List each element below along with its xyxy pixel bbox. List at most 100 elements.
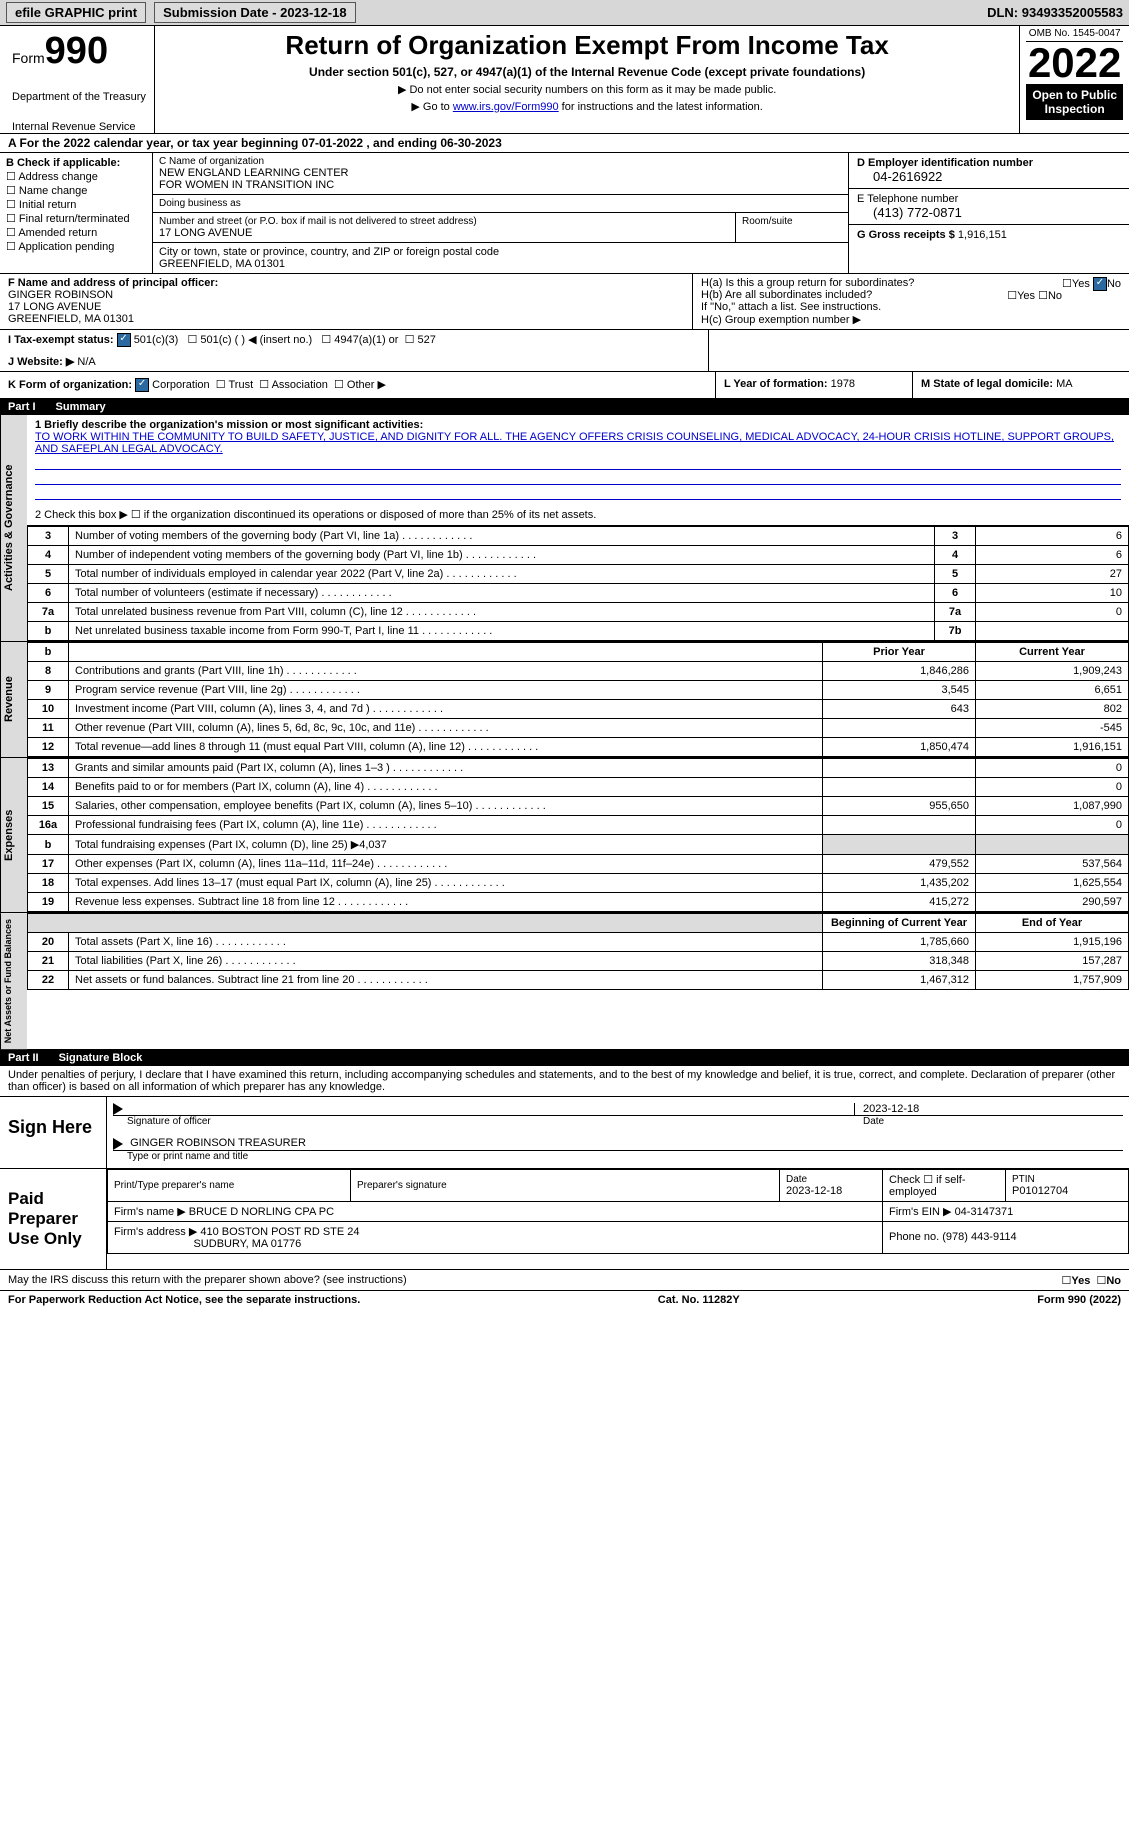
- firm-phone-label: Phone no.: [889, 1231, 939, 1243]
- efile-print-button[interactable]: efile GRAPHIC print: [6, 2, 146, 23]
- form-header: Form990 Department of the Treasury Inter…: [0, 26, 1129, 134]
- topbar: efile GRAPHIC print Submission Date - 20…: [0, 0, 1129, 26]
- officer-name: GINGER ROBINSON: [8, 289, 684, 301]
- chk-initial-return[interactable]: Initial return: [19, 199, 76, 211]
- gross-label: G Gross receipts $: [857, 229, 955, 241]
- firm-ein: 04-3147371: [955, 1206, 1014, 1218]
- sig-name-label: Type or print name and title: [113, 1151, 1123, 1162]
- revenue-table: b Prior Year Current Year 8Contributions…: [27, 642, 1129, 757]
- sig-printed-name: GINGER ROBINSON TREASURER: [130, 1137, 306, 1149]
- open-public-1: Open to Public: [1032, 88, 1117, 102]
- firm-ein-label: Firm's EIN ▶: [889, 1206, 952, 1218]
- netassets-table: Beginning of Current Year End of Year 20…: [27, 913, 1129, 990]
- chk-address-change[interactable]: Address change: [18, 171, 98, 183]
- te-501c: 501(c) ( ) ◀ (insert no.): [200, 334, 312, 346]
- ein-value: 04-2616922: [857, 169, 1121, 184]
- dept-treasury: Department of the Treasury: [12, 91, 146, 103]
- goto-pre: ▶ Go to: [411, 101, 452, 113]
- state-domicile-label: M State of legal domicile:: [921, 378, 1053, 390]
- te-527: 527: [418, 334, 436, 346]
- form-subtitle: Under section 501(c), 527, or 4947(a)(1)…: [161, 65, 1013, 79]
- street-address: 17 LONG AVENUE: [159, 227, 729, 239]
- dept-irs: Internal Revenue Service: [12, 121, 146, 133]
- part1-title: Summary: [56, 401, 106, 413]
- privacy-note: ▶ Do not enter social security numbers o…: [161, 83, 1013, 96]
- state-domicile: MA: [1056, 378, 1073, 390]
- expenses-table: 13Grants and similar amounts paid (Part …: [27, 758, 1129, 912]
- hb-no: No: [1048, 290, 1062, 302]
- ha-label: H(a) Is this a group return for subordin…: [701, 277, 914, 289]
- col-prior-year: Prior Year: [823, 643, 976, 662]
- ein-label: D Employer identification number: [857, 157, 1033, 169]
- city-value: GREENFIELD, MA 01301: [159, 258, 842, 270]
- sign-here-label: Sign Here: [0, 1097, 107, 1167]
- phone-label: E Telephone number: [857, 193, 1121, 205]
- hb-label: H(b) Are all subordinates included?: [701, 289, 872, 301]
- ptin-value: P01012704: [1012, 1185, 1068, 1197]
- year-formation: 1978: [831, 378, 855, 390]
- chk-app-pending[interactable]: Application pending: [18, 241, 114, 253]
- year-formation-label: L Year of formation:: [724, 378, 828, 390]
- box-b-title: B Check if applicable:: [6, 157, 120, 169]
- sig-officer-label: Signature of officer: [113, 1116, 855, 1127]
- ha-yes: Yes: [1072, 278, 1090, 290]
- firm-name-label: Firm's name ▶: [114, 1206, 186, 1218]
- hb-yes: Yes: [1017, 290, 1035, 302]
- city-label: City or town, state or province, country…: [159, 246, 842, 258]
- prep-date: 2023-12-18: [786, 1185, 842, 1197]
- org-other: Other ▶: [347, 379, 386, 391]
- col-end-year: End of Year: [976, 914, 1129, 933]
- chk-name-change[interactable]: Name change: [19, 185, 88, 197]
- org-corp: Corporation: [152, 379, 209, 391]
- firm-addr1: 410 BOSTON POST RD STE 24: [200, 1226, 359, 1238]
- te-4947: 4947(a)(1) or: [334, 334, 398, 346]
- goto-post: for instructions and the latest informat…: [559, 101, 763, 113]
- governance-table: 3Number of voting members of the governi…: [27, 526, 1129, 641]
- submission-date-button[interactable]: Submission Date - 2023-12-18: [154, 2, 356, 23]
- mission-label: 1 Briefly describe the organization's mi…: [35, 419, 423, 431]
- website-value: N/A: [77, 356, 95, 368]
- col-current-year: Current Year: [976, 643, 1129, 662]
- officer-addr1: 17 LONG AVENUE: [8, 301, 684, 313]
- footer-cat: Cat. No. 11282Y: [658, 1294, 740, 1306]
- org-assoc: Association: [272, 379, 328, 391]
- irs-link[interactable]: www.irs.gov/Form990: [453, 101, 559, 113]
- org-trust: Trust: [229, 379, 254, 391]
- prep-date-label: Date: [786, 1174, 807, 1185]
- discuss-question: May the IRS discuss this return with the…: [8, 1274, 407, 1286]
- vtab-revenue: Revenue: [0, 642, 27, 757]
- form-number: 990: [45, 30, 108, 72]
- website-label: J Website: ▶: [8, 356, 74, 368]
- chk-amended[interactable]: Amended return: [18, 227, 97, 239]
- chk-final-return[interactable]: Final return/terminated: [19, 213, 130, 225]
- phone-value: (413) 772-0871: [857, 205, 1121, 220]
- line2-text: 2 Check this box ▶ ☐ if the organization…: [27, 504, 1129, 526]
- hc-label: H(c) Group exemption number ▶: [701, 313, 1121, 326]
- form-word: Form: [12, 50, 45, 66]
- org-name-2: FOR WOMEN IN TRANSITION INC: [159, 179, 842, 191]
- dln-label: DLN:: [987, 5, 1018, 20]
- street-label: Number and street (or P.O. box if mail i…: [159, 216, 729, 227]
- vtab-netassets: Net Assets or Fund Balances: [0, 913, 27, 1049]
- signature-declaration: Under penalties of perjury, I declare th…: [0, 1066, 1129, 1097]
- org-name-1: NEW ENGLAND LEARNING CENTER: [159, 167, 842, 179]
- firm-name: BRUCE D NORLING CPA PC: [189, 1206, 334, 1218]
- part2-label: Part II: [8, 1052, 39, 1064]
- box-b-checklist: B Check if applicable: ☐ Address change …: [0, 153, 153, 273]
- vtab-activities: Activities & Governance: [0, 415, 27, 641]
- sig-date: 2023-12-18: [855, 1103, 1123, 1115]
- hb-note: If "No," attach a list. See instructions…: [701, 301, 1121, 313]
- part2-title: Signature Block: [59, 1052, 143, 1064]
- dln-value: 93493352005583: [1022, 5, 1123, 20]
- te-501c3: 501(c)(3): [134, 334, 179, 346]
- org-name-label: C Name of organization: [159, 156, 842, 167]
- ha-no: No: [1107, 278, 1121, 290]
- col-begin-year: Beginning of Current Year: [823, 914, 976, 933]
- officer-addr2: GREENFIELD, MA 01301: [8, 313, 684, 325]
- firm-phone: (978) 443-9114: [942, 1231, 1016, 1243]
- gross-value: 1,916,151: [958, 229, 1007, 241]
- ptin-label: PTIN: [1012, 1174, 1035, 1185]
- dba-label: Doing business as: [159, 198, 842, 209]
- form-org-label: K Form of organization:: [8, 379, 132, 391]
- prep-name-label: Print/Type preparer's name: [114, 1180, 234, 1191]
